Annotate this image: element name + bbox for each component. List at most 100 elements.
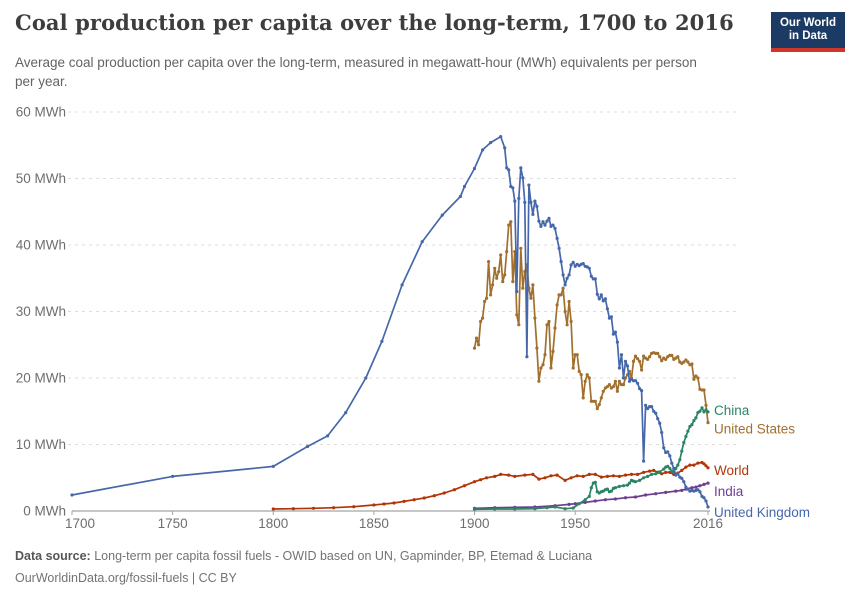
data-point-world (575, 474, 579, 478)
data-point-united-states (519, 246, 523, 250)
series-united-kingdom[interactable] (70, 135, 710, 509)
data-point-world (569, 476, 573, 480)
data-point-india (567, 502, 571, 506)
data-point-united-kingdom (533, 199, 537, 203)
data-point-united-states (692, 377, 696, 381)
data-point-united-kingdom (597, 297, 601, 301)
data-point-united-kingdom (513, 199, 517, 203)
data-point-united-states (593, 399, 597, 403)
data-point-china (684, 434, 688, 439)
data-point-united-states (497, 270, 501, 274)
series-line-world[interactable] (272, 461, 709, 510)
data-point-united-kingdom (601, 299, 605, 303)
chart-footer: Data source: Long-term per capita fossil… (15, 545, 835, 589)
data-point-united-states (664, 357, 668, 361)
data-point-united-kingdom (642, 459, 646, 463)
data-point-united-kingdom (489, 141, 493, 145)
owid-logo-line1: Our World (779, 16, 836, 29)
data-point-united-kingdom (521, 176, 525, 180)
data-point-world (537, 477, 541, 481)
data-point-united-kingdom (541, 220, 545, 224)
data-point-united-kingdom (682, 480, 686, 484)
series-label-world[interactable]: World (714, 463, 749, 478)
data-point-united-states (489, 293, 493, 297)
data-point-united-kingdom (519, 166, 523, 170)
data-point-united-states (495, 276, 499, 280)
series-united-states[interactable] (472, 220, 710, 425)
data-point-india (690, 486, 694, 490)
y-tick-label-20: 20 MWh (16, 371, 66, 386)
data-point-united-states (555, 303, 559, 307)
data-point-united-states (581, 396, 585, 400)
data-point-united-kingdom (670, 461, 674, 465)
data-point-united-kingdom (613, 330, 618, 334)
data-point-united-states (481, 316, 485, 320)
data-point-china (533, 507, 537, 511)
data-point-united-kingdom (617, 366, 622, 370)
data-point-united-kingdom (462, 184, 467, 189)
series-label-china[interactable]: China (714, 403, 750, 418)
data-point-united-states (670, 353, 674, 357)
series-label-united-states[interactable]: United States (714, 422, 795, 437)
data-point-united-kingdom (440, 213, 444, 217)
data-point-united-kingdom (380, 339, 384, 343)
data-point-china (493, 507, 497, 511)
data-point-china (545, 506, 549, 510)
data-point-world (452, 488, 456, 492)
data-point-united-states (605, 385, 610, 389)
series-china[interactable] (472, 406, 710, 511)
data-point-united-states (507, 223, 511, 227)
y-tick-label-10: 10 MWh (16, 437, 66, 452)
data-point-united-kingdom (557, 246, 561, 250)
data-point-united-states (646, 357, 650, 361)
data-point-united-kingdom (547, 216, 551, 220)
data-point-united-states (474, 336, 479, 340)
series-label-united-kingdom[interactable]: United Kingdom (714, 505, 810, 520)
series-label-india[interactable]: India (714, 484, 744, 499)
data-point-world (352, 505, 356, 509)
page-subtitle: Average coal production per capita over … (15, 55, 697, 89)
data-point-china (621, 484, 626, 488)
data-point-united-states (553, 326, 557, 330)
data-point-united-states (638, 359, 642, 363)
y-tick-label-40: 40 MWh (16, 238, 66, 253)
data-point-world (702, 462, 706, 466)
data-point-united-kingdom (525, 355, 529, 359)
data-point-united-states (565, 323, 569, 327)
x-tick-label-1950: 1950 (560, 516, 590, 531)
data-point-united-states (617, 379, 622, 383)
data-point-united-states (696, 376, 700, 380)
data-point-united-kingdom (581, 262, 585, 266)
data-point-united-states (704, 403, 708, 407)
data-point-world (531, 472, 535, 476)
data-point-china (571, 506, 575, 510)
data-point-united-kingdom (529, 200, 533, 204)
data-point-china (678, 458, 682, 462)
data-point-united-kingdom (619, 353, 624, 357)
series-world[interactable] (271, 460, 710, 511)
data-point-world (332, 506, 336, 510)
data-point-world (402, 499, 406, 503)
data-point-india (654, 492, 658, 496)
owid-logo[interactable]: Our World in Data (771, 12, 845, 52)
data-point-china (706, 410, 710, 414)
data-point-world (513, 474, 517, 478)
data-point-united-kingdom (640, 389, 644, 393)
data-point-united-states (579, 373, 583, 377)
data-source-line: Data source: Long-term per capita fossil… (15, 545, 835, 567)
x-tick-label-1700: 1700 (65, 516, 95, 531)
data-point-china (680, 449, 684, 453)
series-line-united-states[interactable] (473, 220, 709, 424)
data-point-world (382, 502, 386, 506)
data-point-china (700, 406, 704, 410)
data-point-united-states (615, 389, 620, 393)
x-tick-label-1850: 1850 (359, 516, 389, 531)
x-tick-label-1900: 1900 (460, 516, 490, 531)
series-line-china[interactable] (473, 407, 709, 511)
license-line[interactable]: OurWorldinData.org/fossil-fuels | CC BY (15, 571, 237, 585)
data-point-china (682, 440, 686, 445)
data-point-united-kingdom (636, 381, 640, 385)
series-line-united-kingdom[interactable] (71, 135, 709, 508)
data-point-united-kingdom (326, 434, 330, 438)
